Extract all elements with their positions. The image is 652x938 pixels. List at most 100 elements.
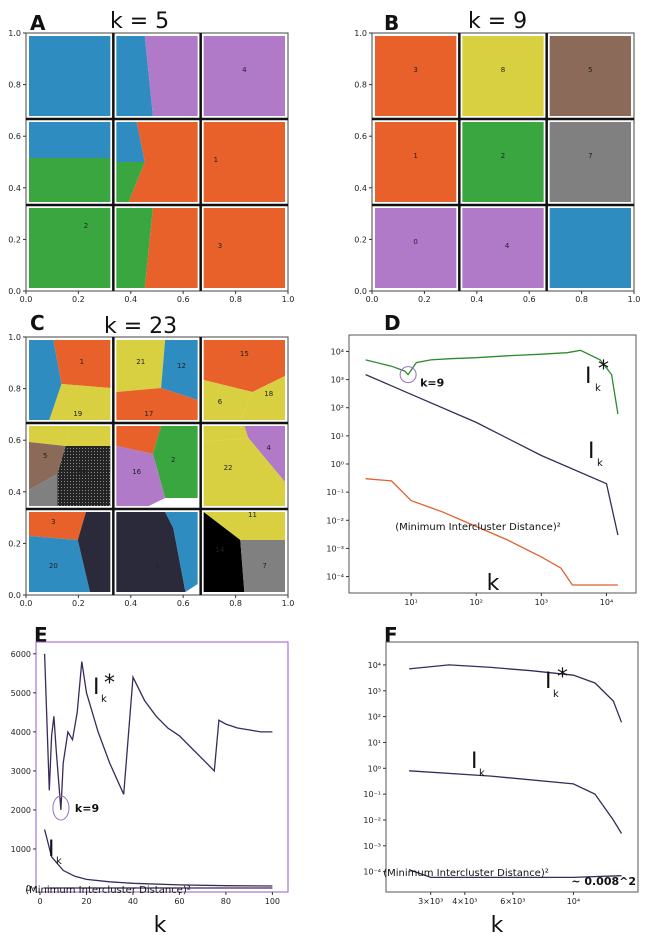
cluster-label: 17 xyxy=(144,410,153,418)
x-tick-label: 0.2 xyxy=(72,295,85,304)
x-tick-label: 0.0 xyxy=(366,295,379,304)
cluster-cell xyxy=(29,36,111,116)
y-tick-label: 1000 xyxy=(11,845,31,854)
plot-frame xyxy=(35,641,289,893)
cluster-label: 4 xyxy=(242,66,247,74)
ik-star-label-star: * xyxy=(557,665,568,690)
cluster-cell xyxy=(549,208,631,288)
panel-b: B k = 9 3 8 5 1 2 7 0 4 0.0 0.2 0.4 0.6 0.8 1.0 0.0 0.2… xyxy=(354,9,640,304)
x-tick-label: 0.2 xyxy=(418,295,431,304)
x-tick-label: 40 xyxy=(128,897,138,906)
cluster-cell xyxy=(116,122,198,202)
cluster-region xyxy=(462,122,544,202)
y-tick-label: 10² xyxy=(368,713,381,722)
cluster-region xyxy=(116,426,162,454)
panel-c-letter: C xyxy=(30,311,45,335)
cluster-label: 3 xyxy=(218,242,222,250)
cluster-region xyxy=(375,122,457,202)
cluster-region xyxy=(29,340,62,420)
ik-star-label-star: * xyxy=(598,357,609,382)
ik-star-label-sub: k xyxy=(101,694,107,705)
panel-a-letter: A xyxy=(30,11,46,35)
cluster-cell: 1 xyxy=(375,122,457,202)
x-axis-label: k xyxy=(487,571,500,596)
cluster-region xyxy=(549,36,631,116)
panel-a-title: k = 5 xyxy=(110,9,169,34)
ik-star-label-star: * xyxy=(104,671,115,696)
x-tick-label: 0.8 xyxy=(229,295,242,304)
ik-label-sub: k xyxy=(479,768,485,779)
dist-label: (Minimum Intercluster Distance)² xyxy=(395,522,561,533)
x-tick-label: 10⁴ xyxy=(600,598,613,607)
cluster-region xyxy=(203,512,285,540)
y-tick-label: 10⁻¹ xyxy=(363,790,381,799)
y-tick-label: 0.6 xyxy=(354,132,367,141)
cluster-region xyxy=(29,122,111,158)
cluster-cell: 4 xyxy=(462,208,544,288)
cluster-label: 6 xyxy=(218,398,223,406)
cluster-region xyxy=(116,162,145,202)
x-tick-label: 1.0 xyxy=(282,295,295,304)
ik-star-label-main: I xyxy=(545,669,552,694)
cluster-region xyxy=(203,380,253,420)
k9-annotation: k=9 xyxy=(75,802,99,815)
cluster-region xyxy=(203,208,285,288)
y-tick-label: 6000 xyxy=(11,650,31,659)
dist-label: (Minimum Intercluster Distance)² xyxy=(383,868,549,879)
panel-d-letter: D xyxy=(384,311,401,335)
k9-annotation: k=9 xyxy=(420,377,444,390)
y-tick-label: 10⁴ xyxy=(368,661,381,670)
cluster-region xyxy=(549,208,631,288)
x-tick-label: 0 xyxy=(37,897,42,906)
x-tick-label: 1.0 xyxy=(282,599,295,608)
cluster-label: 1 xyxy=(80,358,84,366)
cluster-label: 5 xyxy=(43,452,47,460)
x-tick-label: 10² xyxy=(470,598,483,607)
cluster-label: 14 xyxy=(215,546,224,554)
cluster-region xyxy=(116,512,186,592)
cluster-region xyxy=(116,340,166,392)
x-tick-label: 0.4 xyxy=(124,599,137,608)
y-tick-label: 10² xyxy=(331,404,344,413)
cluster-label: 4 xyxy=(505,242,510,250)
cluster-cell: 21 12 17 xyxy=(116,340,198,420)
cluster-region xyxy=(203,426,249,442)
x-axis-label: k xyxy=(154,913,167,938)
cluster-region xyxy=(29,512,86,540)
plot-frame xyxy=(348,334,637,594)
cluster-region xyxy=(203,122,285,202)
cluster-cell xyxy=(29,122,111,202)
cluster-cell: 4 22 xyxy=(203,426,285,506)
ik-label-sub: k xyxy=(597,458,603,469)
cluster-region xyxy=(65,426,111,446)
cluster-label: 1 xyxy=(214,156,218,164)
x-tick-label: 0.8 xyxy=(575,295,588,304)
panel-b-title: k = 9 xyxy=(468,9,527,34)
cluster-label: 5 xyxy=(155,562,159,570)
panel-d: D 10⁴ 10³ 10² 10¹ 10⁰ 10⁻¹ 10⁻² 10⁻³ 10⁻⁴ 10¹ 10² 1… xyxy=(326,311,637,607)
cluster-cell: 2 xyxy=(462,122,544,202)
panel-c: C k = 23 1 19 21 12 17 15 18 6 5 16 2 16 4 22 3 20 5 11 14… xyxy=(8,311,294,608)
y-tick-label: 3000 xyxy=(11,767,31,776)
y-tick-label: 1.0 xyxy=(8,29,21,38)
cluster-cell: 0 xyxy=(375,208,457,288)
y-tick-label: 10³ xyxy=(368,687,381,696)
cluster-label: 15 xyxy=(240,350,249,358)
cluster-region xyxy=(116,36,153,116)
ik-star-label-main: I xyxy=(585,364,592,389)
series-line-2 xyxy=(43,829,273,887)
cluster-region xyxy=(161,340,198,400)
cluster-region xyxy=(462,36,544,116)
x-tick-label: 0.6 xyxy=(523,295,536,304)
x-tick-label: 0.4 xyxy=(124,295,137,304)
approx-annotation: ~ 0.008^2 xyxy=(571,875,636,888)
y-tick-label: 10⁻³ xyxy=(326,544,344,553)
y-tick-label: 10¹ xyxy=(331,432,344,441)
y-tick-label: 0.4 xyxy=(8,184,21,193)
y-tick-label: 0.8 xyxy=(354,81,367,90)
dist-label: (Minimum Intercluster Distance)² xyxy=(25,885,191,896)
y-tick-label: 0.6 xyxy=(8,436,21,445)
panel-e-letter: E xyxy=(34,623,48,647)
y-tick-label: 0.0 xyxy=(8,287,21,296)
x-tick-label: 6×10³ xyxy=(500,897,525,906)
